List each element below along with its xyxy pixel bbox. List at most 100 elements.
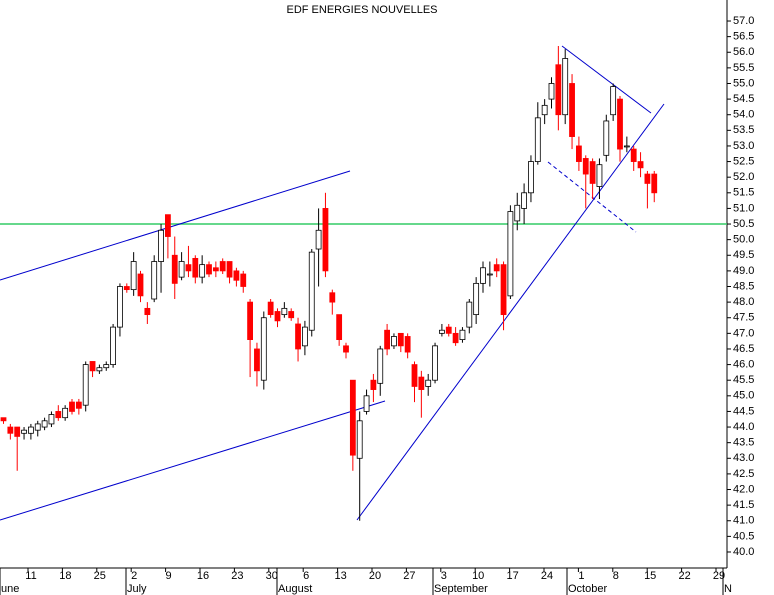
- candle-body: [589, 161, 596, 184]
- month-label: N: [724, 583, 732, 595]
- candle-body: [349, 379, 356, 456]
- x-tick-label: 16: [197, 570, 209, 582]
- candle-body: [254, 348, 260, 372]
- trend-line: [547, 161, 637, 233]
- candle-body: [48, 414, 55, 425]
- x-tick-label: 8: [613, 570, 619, 582]
- y-tick-label: 42.5: [733, 468, 754, 480]
- candle-body: [336, 314, 343, 340]
- y-tick-label: 46.0: [733, 358, 754, 370]
- candle-body: [500, 264, 507, 316]
- candle-body: [507, 211, 514, 297]
- x-tick-label: 2: [131, 570, 137, 582]
- candle-body: [123, 286, 130, 291]
- candle-body: [377, 348, 384, 384]
- y-tick-label: 55.0: [733, 77, 754, 89]
- candle-body: [514, 204, 521, 222]
- month-label: September: [434, 583, 488, 595]
- y-tick-label: 56.5: [733, 31, 754, 43]
- trend-line: [356, 103, 665, 521]
- x-tick-label: 20: [369, 570, 381, 582]
- candle-body: [370, 379, 377, 390]
- candle-body: [315, 229, 322, 250]
- month-label: October: [568, 583, 607, 595]
- candle-body: [34, 423, 41, 431]
- candle-body: [21, 429, 27, 434]
- candle-body: [329, 292, 336, 303]
- x-tick-label: 1: [578, 570, 584, 582]
- candle-body: [610, 86, 617, 116]
- candle-body: [295, 323, 301, 350]
- candle-body: [130, 261, 137, 291]
- candle-body: [555, 64, 562, 116]
- candle-body: [418, 376, 425, 390]
- candle-body: [596, 164, 603, 187]
- x-tick-label: 27: [403, 570, 415, 582]
- candle-body: [274, 311, 281, 322]
- y-tick-label: 47.5: [733, 312, 754, 324]
- candle-body: [96, 367, 103, 372]
- candle-body: [459, 329, 466, 340]
- chart-title: EDF ENERGIES NOUVELLES: [287, 4, 438, 16]
- y-tick-label: 43.0: [733, 452, 754, 464]
- candle-body: [27, 426, 34, 434]
- candle-body: [569, 83, 575, 137]
- y-tick-label: 47.0: [733, 327, 754, 339]
- candle-body: [219, 261, 226, 272]
- candle-body: [288, 311, 295, 319]
- x-tick-label: 30: [266, 570, 278, 582]
- y-tick-label: 55.5: [733, 62, 754, 74]
- candle-body: [397, 332, 404, 347]
- candle-body: [89, 361, 96, 372]
- x-tick-label: 23: [231, 570, 243, 582]
- month-label: August: [278, 583, 312, 595]
- candle-body: [466, 301, 473, 328]
- x-tick-label: 3: [441, 570, 447, 582]
- candle-body: [644, 173, 651, 184]
- y-tick-label: 45.5: [733, 374, 754, 386]
- candle-body: [151, 261, 158, 300]
- y-tick-label: 42.0: [733, 483, 754, 495]
- candle-body: [603, 120, 610, 156]
- candle-body: [534, 117, 541, 162]
- candle-body: [576, 145, 582, 162]
- candle-body: [651, 173, 658, 194]
- candle-body: [117, 286, 123, 328]
- candle-body: [438, 329, 445, 334]
- candle-body: [630, 148, 637, 162]
- candle-body: [308, 251, 315, 331]
- candle-body: [343, 345, 349, 353]
- y-tick-label: 56.0: [733, 46, 754, 58]
- candle-body: [528, 161, 534, 194]
- candle-body: [137, 273, 144, 297]
- trend-line: [0, 400, 386, 521]
- candle-body: [322, 208, 329, 272]
- candle-body: [363, 395, 370, 412]
- candle-body: [541, 104, 548, 116]
- candle-body: [452, 332, 459, 344]
- candle-body: [192, 257, 199, 278]
- candle-body: [623, 145, 630, 148]
- candle-body: [521, 192, 527, 209]
- candle-body: [103, 364, 110, 369]
- candle-body: [301, 326, 308, 347]
- y-tick-label: 40.5: [733, 530, 754, 542]
- y-tick-label: 48.5: [733, 280, 754, 292]
- y-tick-label: 49.5: [733, 249, 754, 261]
- y-tick-label: 48.0: [733, 296, 754, 308]
- candle-body: [212, 267, 219, 272]
- candle-body: [548, 83, 555, 100]
- candle-body: [164, 214, 171, 237]
- y-tick-label: 52.5: [733, 155, 754, 167]
- y-tick-label: 41.5: [733, 499, 754, 511]
- y-tick-label: 53.0: [733, 140, 754, 152]
- x-tick-label: 22: [678, 570, 690, 582]
- candle-body: [55, 411, 62, 419]
- y-tick-label: 44.5: [733, 405, 754, 417]
- candle-body: [281, 307, 288, 316]
- candle-body: [69, 401, 75, 412]
- candle-body: [199, 264, 206, 278]
- candle-body: [267, 301, 274, 316]
- candle-body: [473, 282, 480, 316]
